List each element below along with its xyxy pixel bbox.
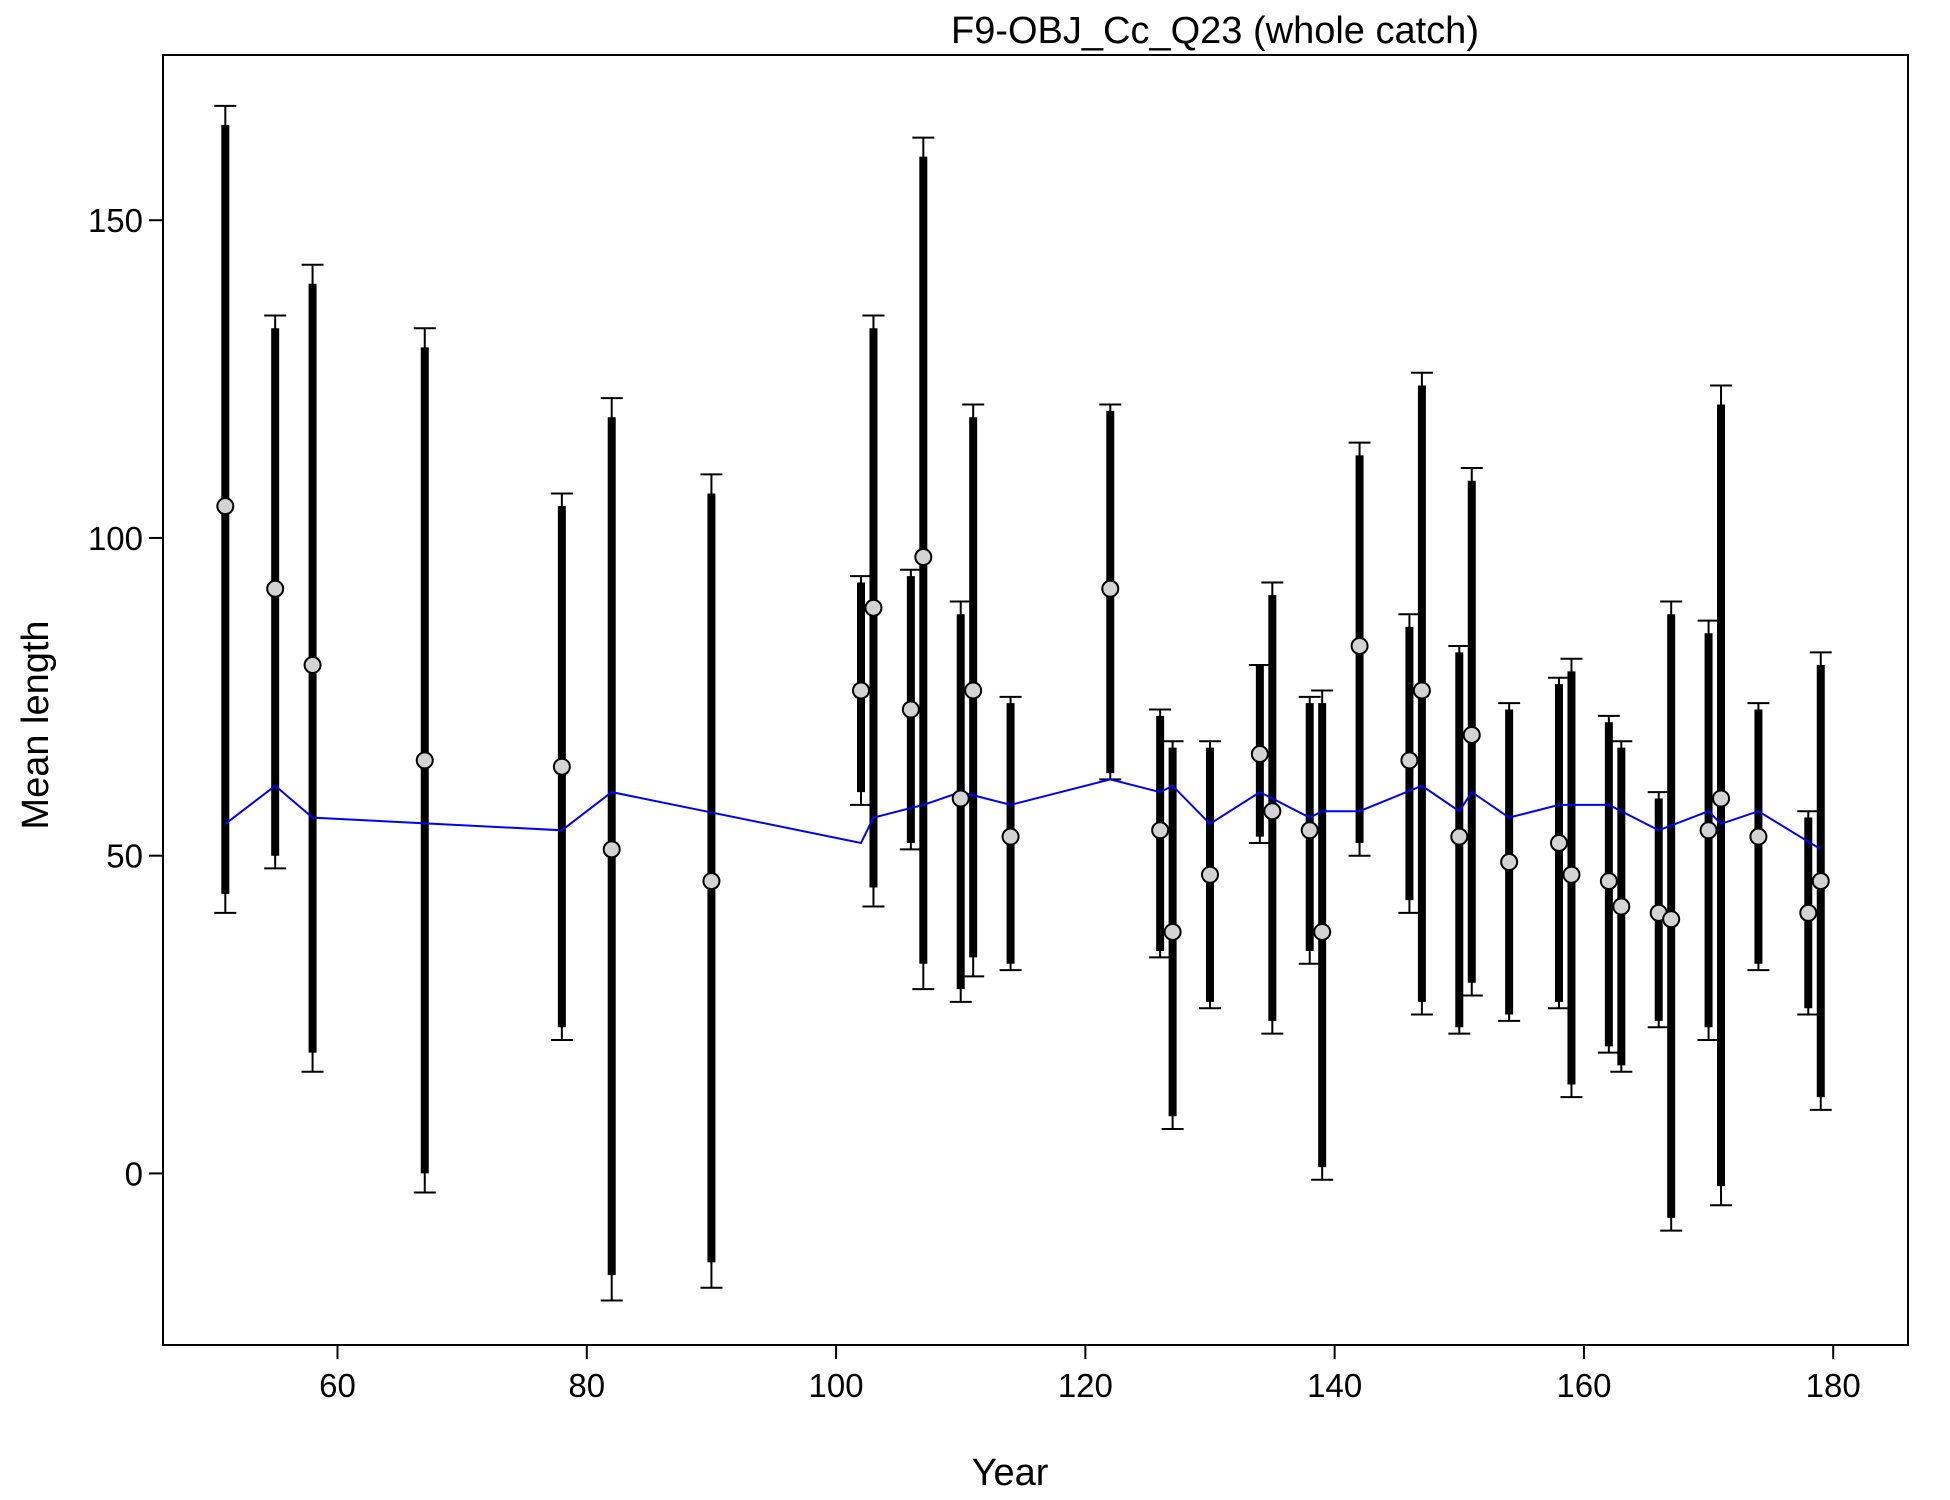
observed-point <box>1462 725 1481 744</box>
x-axis: 60 80 100 120 140 160 180 <box>319 1345 1861 1404</box>
y-tick-label: 0 <box>125 1155 143 1192</box>
expected-line <box>224 778 1822 851</box>
observed-point <box>864 598 883 617</box>
observed-point <box>1412 681 1431 700</box>
x-axis-label: Year <box>972 1452 1049 1494</box>
observed-point <box>266 579 285 598</box>
observed-point <box>1263 802 1282 821</box>
y-axis-label: Mean length <box>15 620 57 829</box>
y-tick-label: 50 <box>106 838 143 875</box>
observed-point <box>1599 872 1618 891</box>
observed-point <box>702 872 721 891</box>
chart-title: F9-OBJ_Cc_Q23 (whole catch) <box>951 10 1479 52</box>
y-tick-label: 150 <box>88 202 143 239</box>
plot-frame <box>162 54 1909 1346</box>
observed-point <box>901 700 920 719</box>
observed-point <box>1151 821 1170 840</box>
x-tick-label: 160 <box>1556 1367 1611 1404</box>
observed-point <box>1450 827 1469 846</box>
observed-point <box>1500 853 1519 872</box>
observed-point <box>1699 821 1718 840</box>
observed-point <box>1201 865 1219 884</box>
observed-point <box>1400 751 1419 770</box>
observed-point <box>1001 827 1020 846</box>
observed-point <box>1250 745 1269 764</box>
observed-point <box>1300 821 1319 840</box>
observed-point <box>1749 827 1768 846</box>
x-tick-label: 140 <box>1307 1367 1362 1404</box>
observed-point <box>602 840 621 859</box>
observed-point <box>1799 903 1818 922</box>
x-tick-label: 80 <box>568 1367 605 1404</box>
observed-point <box>1163 922 1182 941</box>
observed-point <box>1350 636 1369 655</box>
observed-point <box>1712 789 1731 808</box>
observed-point <box>964 681 983 700</box>
observed-point <box>415 751 434 770</box>
observed-point <box>1562 865 1581 884</box>
y-tick-label: 100 <box>88 520 143 557</box>
y-axis: 0 50 100 150 <box>88 202 163 1192</box>
observed-point <box>303 656 322 675</box>
observed-point <box>852 681 870 700</box>
error-bars <box>214 104 1832 1302</box>
observed-points <box>216 497 1830 941</box>
x-tick-label: 180 <box>1806 1367 1861 1404</box>
observed-point <box>552 757 571 776</box>
observed-point <box>1313 922 1332 941</box>
observed-point <box>951 789 970 808</box>
x-tick-label: 120 <box>1058 1367 1113 1404</box>
observed-point <box>216 497 235 516</box>
observed-point <box>1101 579 1120 598</box>
x-tick-label: 100 <box>809 1367 864 1404</box>
x-tick-label: 60 <box>319 1367 356 1404</box>
observed-point <box>1550 833 1568 852</box>
observed-point <box>1612 897 1631 916</box>
observed-point <box>1811 872 1830 891</box>
observed-point <box>914 548 933 567</box>
observed-point <box>1662 910 1681 929</box>
